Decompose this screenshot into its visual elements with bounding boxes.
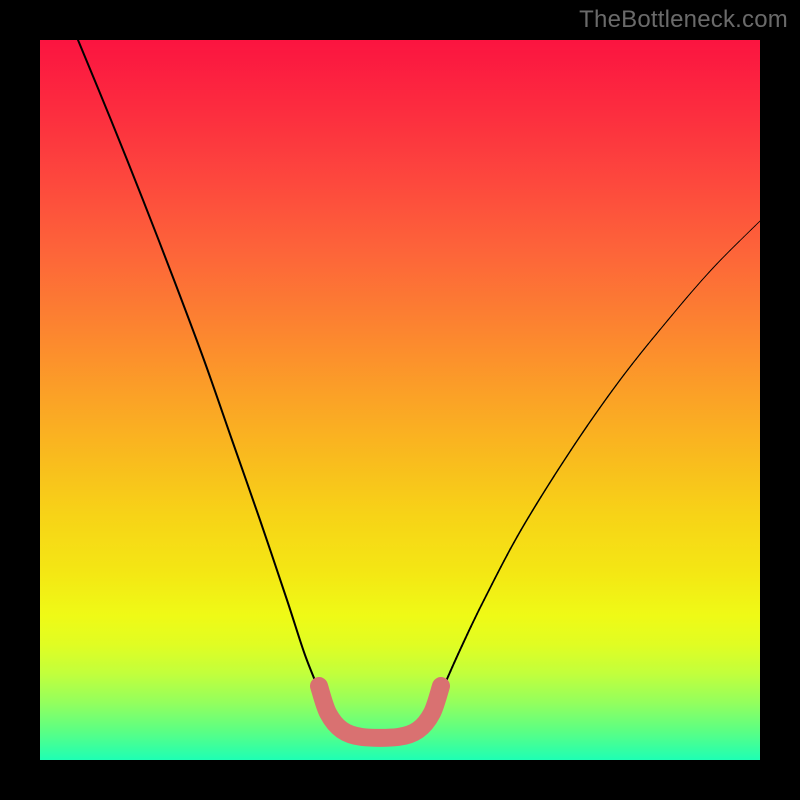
watermark-text: TheBottleneck.com	[579, 6, 788, 34]
bottleneck-chart	[40, 40, 760, 760]
gradient-background	[40, 40, 760, 760]
plot-area	[40, 40, 760, 760]
chart-container: TheBottleneck.com	[0, 0, 800, 800]
